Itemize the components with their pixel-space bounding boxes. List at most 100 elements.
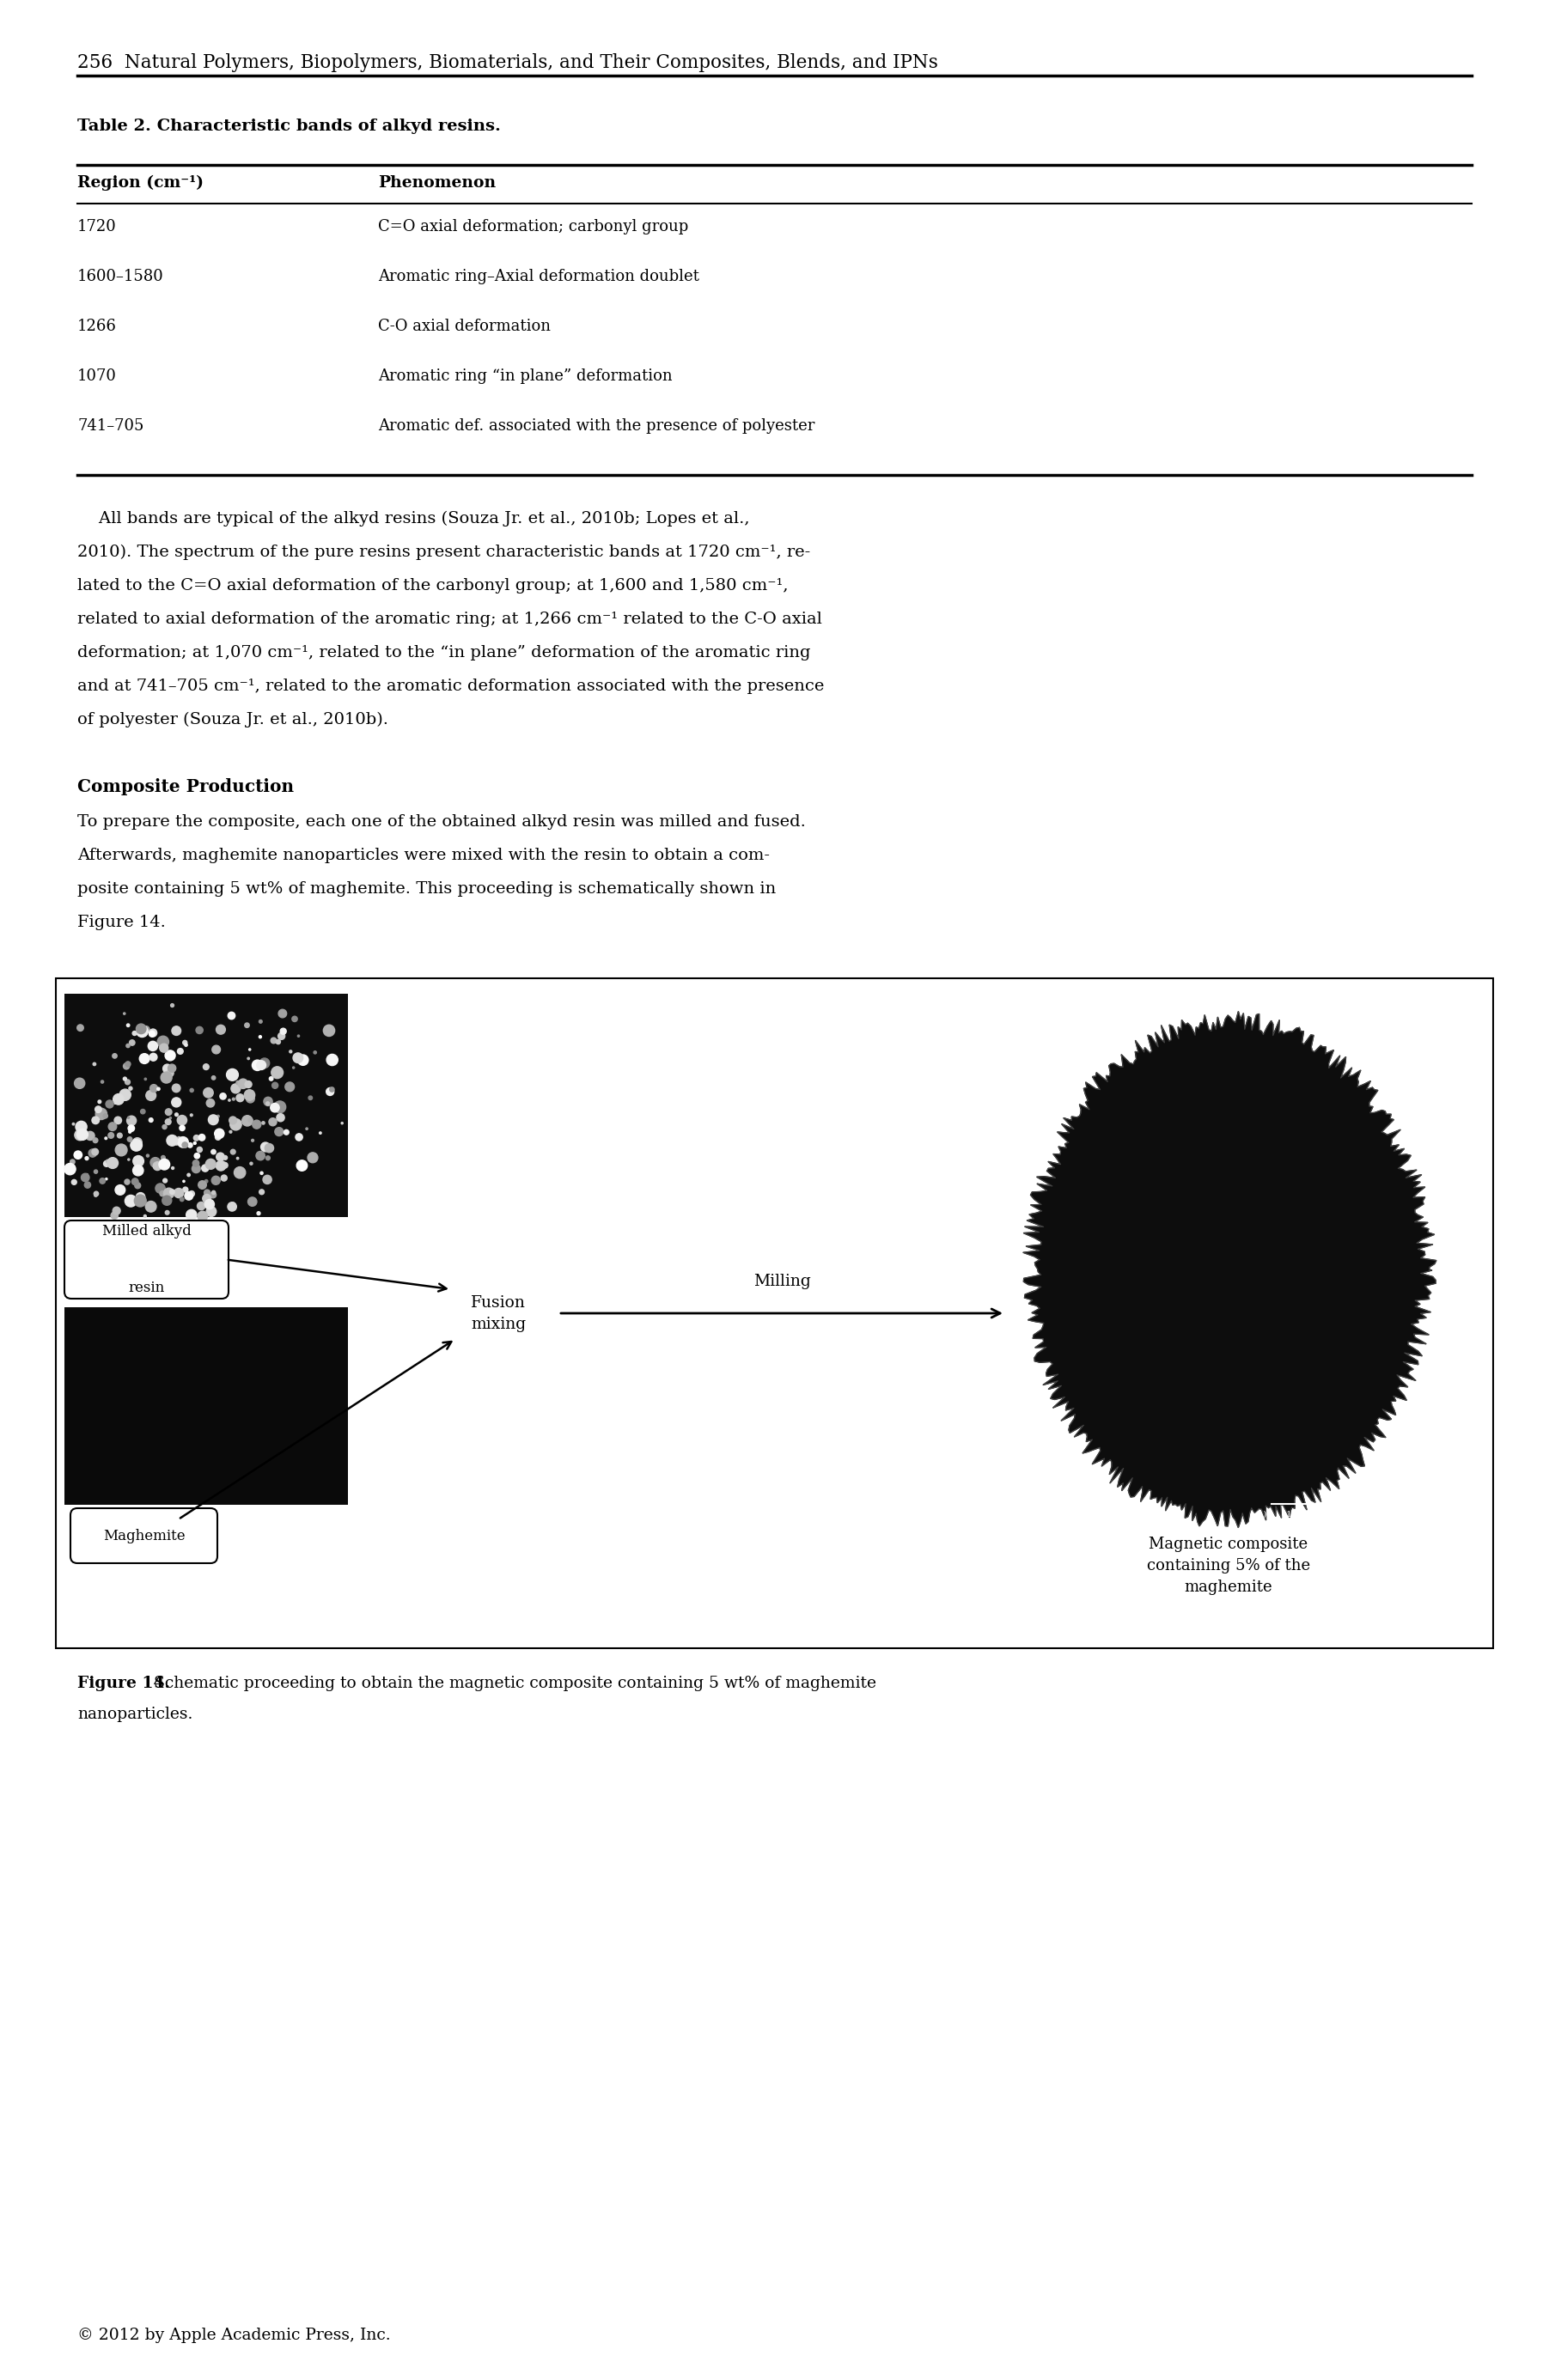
Circle shape xyxy=(164,1188,173,1200)
Circle shape xyxy=(262,1121,265,1123)
Text: related to axial deformation of the aromatic ring; at 1,266 cm⁻¹ related to the : related to axial deformation of the arom… xyxy=(77,612,823,626)
Text: All bands are typical of the alkyd resins (Souza Jr. et al., 2010b; Lopes et al.: All bands are typical of the alkyd resin… xyxy=(77,512,750,526)
Circle shape xyxy=(124,1078,127,1081)
Circle shape xyxy=(265,1145,274,1152)
Circle shape xyxy=(194,1152,200,1159)
Circle shape xyxy=(228,1202,237,1211)
Circle shape xyxy=(161,1157,166,1159)
Circle shape xyxy=(149,1028,156,1038)
Text: Aromatic ring–Axial deformation doublet: Aromatic ring–Axial deformation doublet xyxy=(378,269,699,283)
Circle shape xyxy=(163,1195,172,1204)
Circle shape xyxy=(118,1133,122,1138)
Circle shape xyxy=(192,1164,200,1173)
Circle shape xyxy=(177,1138,181,1140)
Circle shape xyxy=(195,1026,203,1033)
Circle shape xyxy=(177,1116,187,1126)
Circle shape xyxy=(270,1119,277,1126)
Circle shape xyxy=(212,1045,220,1054)
Circle shape xyxy=(245,1090,256,1100)
Circle shape xyxy=(308,1095,313,1100)
Circle shape xyxy=(226,1069,239,1081)
Circle shape xyxy=(96,1109,107,1119)
Circle shape xyxy=(175,1142,178,1145)
Polygon shape xyxy=(1022,1012,1436,1528)
Circle shape xyxy=(133,1157,144,1166)
Text: Afterwards, maghemite nanoparticles were mixed with the resin to obtain a com-: Afterwards, maghemite nanoparticles were… xyxy=(77,847,770,864)
Circle shape xyxy=(252,1059,263,1071)
Circle shape xyxy=(237,1095,243,1102)
Circle shape xyxy=(156,1088,160,1090)
Circle shape xyxy=(166,1109,172,1116)
Circle shape xyxy=(271,1066,283,1078)
Circle shape xyxy=(67,1164,74,1173)
Text: To prepare the composite, each one of the obtained alkyd resin was milled and fu: To prepare the composite, each one of th… xyxy=(77,814,805,831)
Circle shape xyxy=(172,1083,180,1092)
Circle shape xyxy=(198,1211,208,1221)
Circle shape xyxy=(129,1088,132,1090)
Circle shape xyxy=(260,1171,263,1173)
Circle shape xyxy=(204,1200,214,1209)
Circle shape xyxy=(232,1097,235,1100)
Circle shape xyxy=(203,1064,209,1069)
Circle shape xyxy=(74,1152,82,1159)
Circle shape xyxy=(263,1176,271,1183)
Text: Figure 14.: Figure 14. xyxy=(77,1676,170,1692)
Circle shape xyxy=(167,1135,178,1145)
Circle shape xyxy=(141,1109,146,1114)
Circle shape xyxy=(192,1159,200,1166)
Circle shape xyxy=(260,1059,270,1069)
Circle shape xyxy=(124,1064,130,1069)
Circle shape xyxy=(270,1076,273,1081)
Text: (a): (a) xyxy=(1255,1511,1267,1518)
Circle shape xyxy=(94,1171,98,1173)
Circle shape xyxy=(191,1088,194,1092)
Circle shape xyxy=(220,1092,226,1100)
Circle shape xyxy=(208,1114,218,1126)
Circle shape xyxy=(144,1214,146,1219)
Circle shape xyxy=(136,1023,146,1033)
Circle shape xyxy=(127,1116,136,1126)
Circle shape xyxy=(215,1161,226,1171)
Text: 1600–1580: 1600–1580 xyxy=(77,269,164,283)
Circle shape xyxy=(266,1157,270,1159)
Circle shape xyxy=(153,1161,161,1171)
Circle shape xyxy=(119,1090,130,1100)
Circle shape xyxy=(194,1135,200,1140)
Circle shape xyxy=(228,1012,235,1019)
Circle shape xyxy=(149,1031,155,1038)
Circle shape xyxy=(115,1145,127,1157)
Circle shape xyxy=(71,1180,76,1185)
Circle shape xyxy=(172,1026,181,1035)
Circle shape xyxy=(229,1130,232,1133)
Circle shape xyxy=(183,1142,187,1147)
Circle shape xyxy=(203,1088,214,1097)
Circle shape xyxy=(139,1054,150,1064)
Circle shape xyxy=(172,1166,173,1169)
Circle shape xyxy=(130,1040,135,1045)
Circle shape xyxy=(271,1038,277,1042)
Circle shape xyxy=(231,1083,240,1092)
Circle shape xyxy=(211,1150,215,1154)
Circle shape xyxy=(161,1071,172,1083)
Text: Aromatic ring “in plane” deformation: Aromatic ring “in plane” deformation xyxy=(378,369,672,383)
Circle shape xyxy=(204,1190,211,1195)
Circle shape xyxy=(173,1188,183,1197)
Circle shape xyxy=(94,1107,102,1114)
Text: 2010). The spectrum of the pure resins present characteristic bands at 1720 cm⁻¹: 2010). The spectrum of the pure resins p… xyxy=(77,545,810,559)
Circle shape xyxy=(125,1195,136,1207)
Circle shape xyxy=(180,1126,184,1130)
Circle shape xyxy=(291,1016,297,1021)
Circle shape xyxy=(166,1050,175,1061)
Circle shape xyxy=(104,1114,108,1119)
Circle shape xyxy=(124,1180,130,1185)
Circle shape xyxy=(201,1164,209,1171)
Circle shape xyxy=(327,1088,335,1095)
Circle shape xyxy=(290,1050,291,1052)
Circle shape xyxy=(217,1152,225,1161)
Text: Magnetic composite
containing 5% of the
maghemite: Magnetic composite containing 5% of the … xyxy=(1146,1537,1310,1595)
Circle shape xyxy=(277,1033,285,1040)
Circle shape xyxy=(125,1061,130,1066)
Bar xyxy=(65,1307,349,1504)
Circle shape xyxy=(113,1095,124,1104)
Circle shape xyxy=(184,1192,194,1200)
